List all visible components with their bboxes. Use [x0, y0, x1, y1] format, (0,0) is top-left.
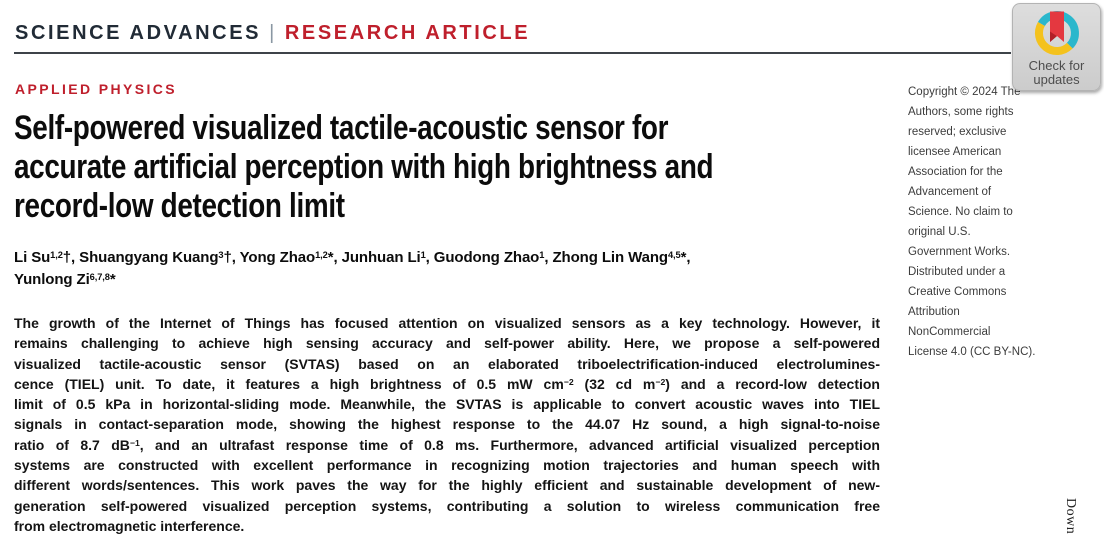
copyright-line: License 4.0 (CC BY-NC). [908, 346, 1036, 358]
article-title: Self-powered visualized tactile-acoustic… [14, 109, 714, 226]
article-type-label: RESEARCH ARTICLE [284, 22, 531, 44]
author-line: Yunlong Zi6,7,8* [14, 271, 116, 288]
check-for-updates-badge[interactable]: Check for updates [1012, 3, 1101, 91]
copyright-line: Copyright © 2024 The [908, 86, 1021, 98]
copyright-line: original U.S. [908, 226, 971, 238]
title-line: accurate artificial perception with high… [14, 148, 714, 186]
abstract-line: limit of 0.5 kPa in horizontal-sliding m… [14, 396, 880, 413]
section-label: APPLIED PHYSICS [15, 81, 178, 97]
abstract-line: signals in contact-separation mode, show… [14, 416, 880, 433]
copyright-line: Advancement of [908, 186, 992, 198]
downloaded-from-text: Down [1063, 498, 1078, 535]
copyright-line: NonCommercial [908, 326, 991, 338]
copyright-line: Authors, some rights [908, 106, 1014, 118]
crossmark-icon [1033, 9, 1081, 57]
badge-label: Check for updates [1029, 59, 1085, 87]
badge-label-line1: Check for [1028, 58, 1085, 73]
abstract-line: visualized tactile-acoustic sensor (SVTA… [14, 355, 880, 372]
abstract-line: ratio of 8.7 dB−1, and an ultrafast resp… [14, 436, 880, 453]
title-line: record-low detection limit [14, 187, 345, 225]
abstract-line: systems are constructed with excellent p… [14, 457, 880, 474]
abstract-line: different words/sentences. This work pav… [14, 477, 880, 494]
copyright-line: reserved; exclusive [908, 126, 1007, 138]
abstract-line: cence (TIEL) unit. To date, it features … [14, 375, 880, 392]
copyright-line: Science. No claim to [908, 206, 1013, 218]
copyright-line: Attribution [908, 306, 960, 318]
abstract-line: from electromagnetic interference. [14, 517, 245, 534]
badge-label-line2: updates [1033, 72, 1080, 87]
copyright-line: Distributed under a [908, 266, 1006, 278]
masthead: SCIENCE ADVANCES | RESEARCH ARTICLE [15, 22, 530, 45]
title-line: Self-powered visualized tactile-acoustic… [14, 109, 669, 147]
abstract-line: The growth of the Internet of Things has… [14, 315, 880, 331]
author-list: Li Su1,2†, Shuangyang Kuang3†, Yong Zhao… [14, 247, 691, 291]
masthead-separator: | [269, 22, 277, 44]
copyright-line: licensee American [908, 146, 1002, 158]
author-line: Li Su1,2†, Shuangyang Kuang3†, Yong Zhao… [14, 249, 691, 266]
abstract-line: generation self-powered visualized perce… [14, 497, 880, 514]
journal-name: SCIENCE ADVANCES [15, 22, 262, 44]
copyright-line: Government Works. [908, 246, 1011, 258]
copyright-line: Creative Commons [908, 286, 1007, 298]
abstract: The growth of the Internet of Things has… [14, 313, 880, 536]
copyright-line: Association for the [908, 166, 1003, 178]
masthead-rule [14, 52, 1011, 54]
copyright-notice: Copyright © 2024 The Authors, some rights… [908, 82, 1058, 362]
abstract-line: remains challenging to achieve high sens… [14, 335, 880, 352]
